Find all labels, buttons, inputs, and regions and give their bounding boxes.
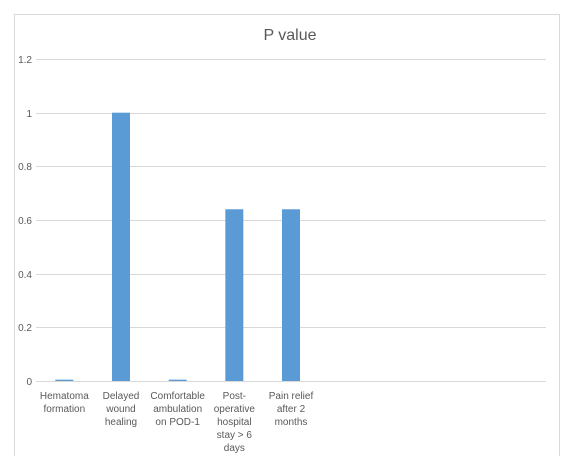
- y-tick-label: 0: [26, 377, 32, 388]
- x-category-label-line: formation: [43, 404, 85, 415]
- x-category-label: Delayed wound healing: [103, 391, 140, 428]
- x-category-label-line: healing: [105, 417, 137, 428]
- x-category-label-line: months: [275, 417, 308, 428]
- y-tick-label: 0.2: [18, 323, 32, 334]
- x-category-label: Comfortable ambulation on POD-1: [150, 391, 205, 428]
- x-category-label-line: hospital: [217, 417, 251, 428]
- y-axis-tick-labels: 0 0.2 0.4 0.6 0.8 1 1.2: [18, 55, 32, 388]
- x-category-label-line: days: [224, 443, 245, 454]
- chart-title: P value: [263, 27, 316, 44]
- x-category-label-line: Delayed: [103, 391, 140, 402]
- x-category-label-line: after 2: [277, 404, 306, 415]
- x-category-label-line: Hematoma: [40, 391, 89, 402]
- y-tick-label: 0.8: [18, 162, 32, 173]
- x-category-label: Hematoma formation: [40, 391, 89, 415]
- x-axis-category-labels: Hematoma formation Delayed wound healing Comf…: [40, 391, 314, 454]
- x-category-label-line: stay > 6: [217, 430, 253, 441]
- y-tick-label: 0.4: [18, 270, 32, 281]
- y-tick-label: 0.6: [18, 216, 32, 227]
- x-category-label-line: Pain relief: [269, 391, 314, 402]
- x-category-label-line: ambulation: [153, 404, 202, 415]
- x-category-label: Post-operative hospital stay > 6 days: [214, 391, 256, 454]
- x-category-label: Pain relief after 2 months: [269, 391, 314, 428]
- x-category-label-line: Comfortable: [150, 391, 205, 402]
- x-category-label-line: on POD-1: [155, 417, 200, 428]
- x-category-label-line: wound: [105, 404, 135, 415]
- bar: [55, 379, 74, 381]
- x-category-label-line: operative: [214, 404, 256, 415]
- bar: [282, 209, 300, 381]
- x-category-label-line: Post-: [223, 391, 246, 402]
- bar: [112, 112, 130, 382]
- bar: [168, 379, 187, 381]
- bars: [55, 112, 300, 382]
- y-tick-label: 1.2: [18, 55, 32, 66]
- y-tick-label: 1: [26, 109, 32, 120]
- bar: [225, 209, 244, 381]
